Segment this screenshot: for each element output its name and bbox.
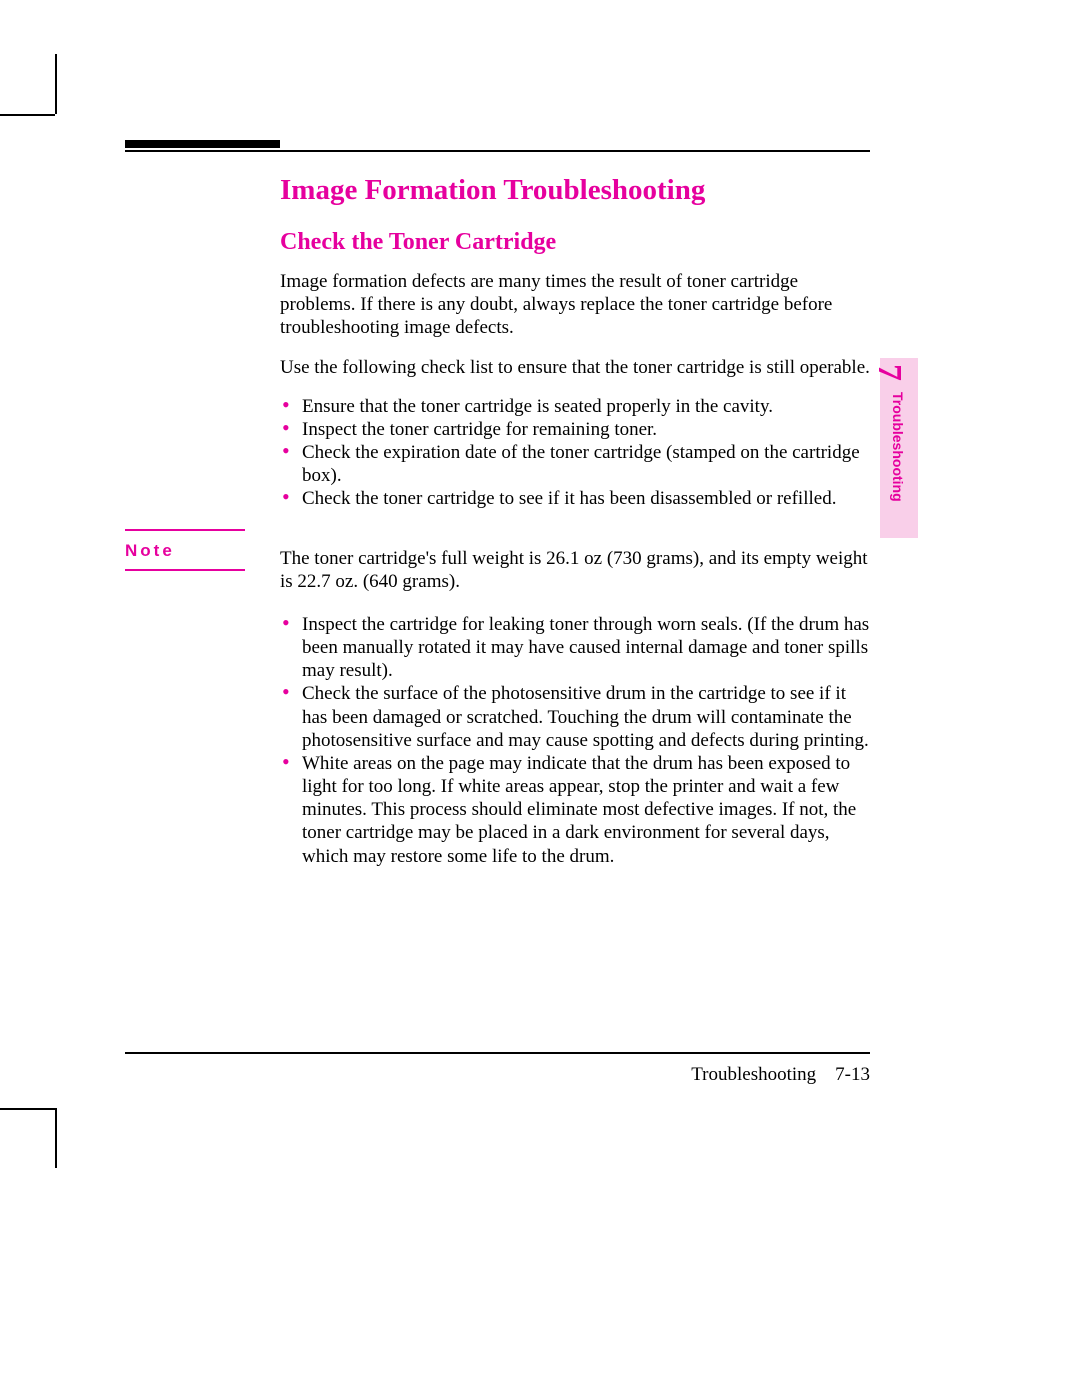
- list-item: Check the toner cartridge to see if it h…: [280, 487, 870, 510]
- chapter-label: Troubleshooting: [890, 392, 906, 502]
- list-item: Inspect the cartridge for leaking toner …: [280, 613, 870, 683]
- list-item: Ensure that the toner cartridge is seate…: [280, 395, 870, 418]
- checklist-1: Ensure that the toner cartridge is seate…: [280, 395, 870, 511]
- checklist-2: Inspect the cartridge for leaking toner …: [280, 613, 870, 868]
- note-rule-top: [125, 529, 245, 531]
- note-text: The toner cartridge's full weight is 26.…: [280, 547, 870, 593]
- list-item: Check the surface of the photosensitive …: [280, 682, 870, 752]
- header-black-bar: [125, 140, 280, 148]
- crop-mark-bottom-horizontal: [0, 1108, 55, 1110]
- chapter-tab: 7 Troubleshooting: [880, 358, 918, 538]
- list-item: Check the expiration date of the toner c…: [280, 441, 870, 487]
- page-content: Image Formation Troubleshooting Check th…: [125, 140, 870, 888]
- list-item: Inspect the toner cartridge for remainin…: [280, 418, 870, 441]
- intro-paragraph-1: Image formation defects are many times t…: [280, 270, 870, 340]
- note-label-wrap: Note: [125, 529, 255, 581]
- footer-rule: [125, 1052, 870, 1054]
- footer-text: Troubleshooting 7-13: [125, 1064, 870, 1086]
- note-block: Note The toner cartridge's full weight i…: [280, 547, 870, 593]
- chapter-number: 7: [870, 364, 908, 381]
- page-title: Image Formation Troubleshooting: [280, 174, 870, 207]
- crop-mark-top-horizontal: [0, 114, 55, 116]
- list-item: White areas on the page may indicate tha…: [280, 752, 870, 868]
- footer-page: 7-13: [835, 1064, 870, 1085]
- crop-mark-bottom-vertical: [55, 1108, 57, 1168]
- note-label: Note: [125, 541, 255, 561]
- header-rule: [125, 150, 870, 152]
- intro-paragraph-2: Use the following check list to ensure t…: [280, 356, 870, 379]
- main-content: Image Formation Troubleshooting Check th…: [280, 174, 870, 868]
- footer-section: Troubleshooting: [691, 1064, 816, 1085]
- note-rule-bottom: [125, 569, 245, 571]
- crop-mark-top-vertical: [55, 54, 57, 114]
- section-subtitle: Check the Toner Cartridge: [280, 229, 870, 256]
